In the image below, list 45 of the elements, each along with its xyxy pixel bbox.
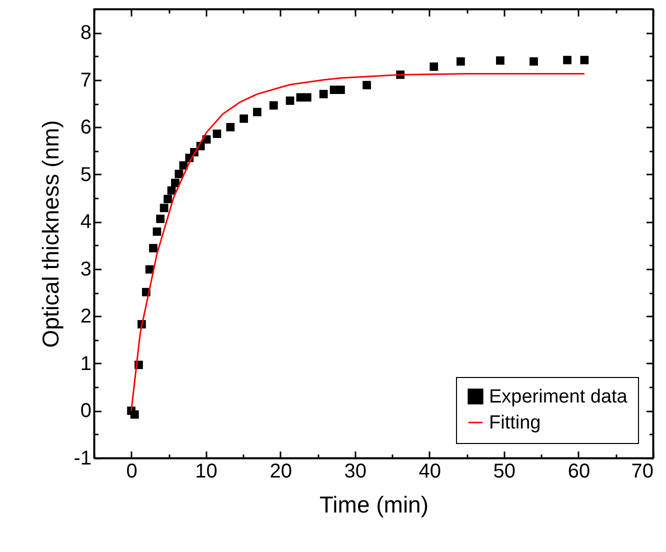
point	[160, 204, 168, 212]
point	[286, 96, 294, 105]
y-tick-label: 8	[80, 22, 92, 44]
y-tick-label: 0	[80, 400, 92, 422]
point	[171, 178, 180, 188]
legend-label: Fitting	[489, 412, 541, 434]
point	[302, 93, 312, 102]
y-tick-label: 7	[80, 69, 92, 92]
point	[362, 80, 371, 90]
y-tick-label: -1	[74, 448, 92, 470]
y-tick-label: 4	[80, 211, 92, 234]
x-tick-label: 60	[568, 460, 590, 482]
point	[496, 56, 504, 65]
point	[253, 108, 262, 116]
point	[164, 194, 172, 204]
x-tick-label: 20	[270, 460, 292, 482]
x-tick-label: 30	[344, 460, 366, 482]
point	[530, 57, 538, 66]
x-tick-label: 40	[418, 460, 442, 482]
point	[130, 410, 139, 419]
point	[269, 101, 278, 110]
x-tick-label: 70	[631, 460, 654, 482]
point	[226, 122, 235, 132]
x-tick-label: 10	[195, 460, 218, 482]
y-tick-label: 3	[80, 258, 92, 280]
point	[152, 227, 162, 236]
x-tick-label: 50	[493, 460, 516, 482]
point	[149, 244, 158, 252]
point	[430, 62, 438, 71]
point	[336, 86, 345, 94]
point	[580, 56, 589, 64]
y-tick-label: 1	[80, 352, 92, 375]
legend-label: Experiment data	[489, 386, 628, 408]
y-tick-label: 2	[80, 306, 92, 328]
x-tick-label: 0	[126, 460, 138, 482]
point	[212, 130, 222, 138]
y-tick-label: 5	[80, 164, 92, 186]
x-axis-title: Time (min)	[319, 492, 429, 518]
point	[240, 114, 248, 123]
point	[563, 56, 572, 64]
point	[319, 90, 328, 98]
point	[156, 214, 165, 224]
y-axis-title: Optical thickness (nm)	[38, 120, 64, 348]
point	[456, 57, 465, 66]
y-tick-label: 6	[80, 116, 92, 139]
